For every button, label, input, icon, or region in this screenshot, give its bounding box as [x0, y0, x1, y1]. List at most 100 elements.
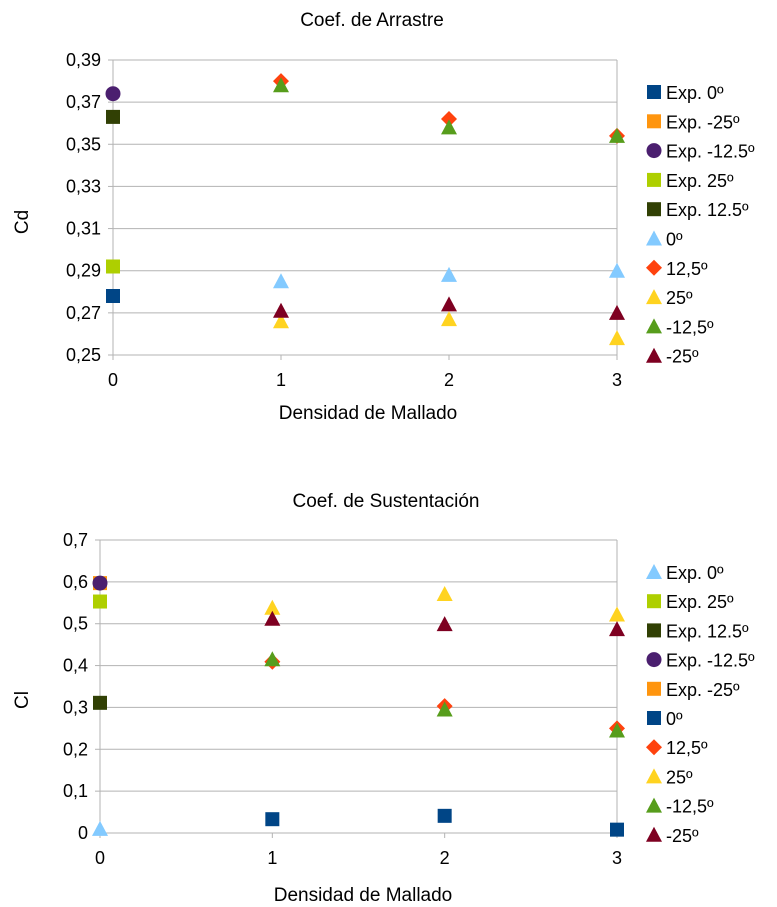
- legend-label: -25º: [666, 826, 699, 846]
- x-tick-label: 2: [440, 848, 450, 868]
- legend-label: Exp. 0º: [666, 563, 724, 583]
- data-point: [610, 822, 624, 837]
- legend-marker: [646, 289, 662, 305]
- legend-label: Exp. -25º: [666, 680, 740, 700]
- data-point: [609, 330, 625, 346]
- y-tick-label: 0,31: [66, 219, 101, 239]
- legend-marker: [647, 681, 661, 696]
- legend: Exp. 0º Exp. 25º Exp. 12.5º Exp. -12.5º Exp.…: [646, 563, 755, 846]
- y-tick-label: 0,1: [63, 781, 88, 801]
- legend-label: -25º: [666, 347, 699, 367]
- x-axis-label: Densidad de Mallado: [279, 403, 458, 424]
- legend-label: -12,5º: [666, 317, 714, 337]
- data-point: [273, 302, 289, 318]
- data-point: [93, 594, 107, 609]
- y-axis-label: Cl: [12, 691, 33, 709]
- x-tick-label: 1: [276, 370, 286, 390]
- data-point: [609, 606, 625, 622]
- y-tick-label: 0,29: [66, 261, 101, 281]
- y-tick-label: 0,37: [66, 92, 101, 112]
- data-point: [441, 296, 457, 312]
- y-tick-label: 0,33: [66, 176, 101, 196]
- legend-label: -12,5º: [666, 797, 714, 817]
- plot-area: 0,25 0,27 0,29 0,31 0,33 0,35 0,37 0,39 0 1 2 3: [66, 50, 625, 390]
- data-point: [436, 585, 453, 601]
- data-point: [273, 77, 289, 93]
- legend-label: Exp. -25º: [666, 112, 740, 132]
- chart-title: Coef. de Sustentación: [293, 491, 480, 512]
- data-point: [97, 580, 103, 587]
- x-tick-label: 0: [108, 370, 118, 390]
- data-point: [92, 820, 108, 836]
- legend-marker: [647, 623, 661, 638]
- legend-marker: [647, 85, 661, 99]
- data-point: [273, 313, 289, 329]
- plot-area: 0 0,1 0,2 0,3 0,4 0,5 0,6 0,7 0 1 2 3: [63, 530, 625, 868]
- y-tick-label: 0,27: [66, 303, 101, 323]
- y-tick-label: 0,3: [63, 697, 88, 717]
- data-point: [441, 119, 457, 135]
- data-point: [264, 599, 281, 615]
- data-point: [264, 651, 281, 667]
- y-tick-label: 0,4: [63, 656, 88, 676]
- data-point: [436, 616, 453, 632]
- data-point: [609, 722, 625, 738]
- y-tick-label: 0: [78, 823, 88, 843]
- data-point: [609, 304, 625, 320]
- data-point: [273, 273, 289, 289]
- legend-marker: [647, 594, 661, 609]
- legend-marker: [646, 768, 662, 784]
- legend-label: 25º: [666, 288, 693, 308]
- x-tick-label: 0: [95, 848, 105, 868]
- legend-label: Exp. 0º: [666, 83, 724, 103]
- data-point: [264, 610, 281, 626]
- legend-marker: [646, 826, 662, 842]
- data-point: [441, 111, 457, 127]
- data-point: [106, 259, 120, 274]
- y-tick-label: 0,35: [66, 134, 101, 154]
- legend-marker: [646, 230, 662, 246]
- x-tick-label: 3: [612, 848, 622, 868]
- y-tick-label: 0,5: [63, 614, 88, 634]
- legend-label: 0º: [666, 230, 683, 250]
- data-point: [609, 621, 625, 637]
- legend-marker: [646, 259, 662, 276]
- chart-title: Coef. de Arrastre: [300, 10, 444, 31]
- data-point: [441, 311, 457, 327]
- legend-label: 0º: [666, 709, 683, 729]
- legend-label: Exp. -12.5º: [666, 142, 755, 162]
- y-tick-label: 0,25: [66, 345, 101, 365]
- y-tick-label: 0,2: [63, 739, 88, 759]
- x-tick-label: 3: [612, 370, 622, 390]
- legend-marker: [647, 202, 661, 217]
- x-tick-label: 2: [444, 370, 454, 390]
- legend-marker: [646, 652, 662, 668]
- y-tick-label: 0,6: [63, 572, 88, 592]
- data-point: [609, 262, 625, 278]
- legend-marker: [647, 172, 661, 187]
- data-point: [93, 695, 107, 710]
- data-point: [106, 109, 120, 124]
- data-point: [436, 701, 453, 717]
- legend-label: Exp. 12.5º: [666, 621, 749, 641]
- legend-marker: [646, 143, 662, 159]
- legend-label: Exp. 25º: [666, 171, 734, 191]
- data-point: [105, 86, 121, 102]
- data-point: [265, 812, 280, 827]
- legend-marker: [646, 564, 662, 579]
- y-axis-label: Cd: [12, 210, 33, 234]
- y-tick-label: 0,7: [63, 530, 88, 550]
- legend-label: 25º: [666, 767, 693, 787]
- data-point: [437, 808, 452, 823]
- data-point: [609, 127, 625, 143]
- legend-marker: [647, 711, 661, 725]
- data-point: [441, 266, 457, 282]
- legend-label: 12,5º: [666, 259, 708, 279]
- legend-marker: [646, 739, 662, 756]
- data-point: [106, 289, 120, 303]
- legend-marker: [646, 347, 662, 363]
- legend-marker: [647, 114, 661, 129]
- legend-marker: [646, 318, 662, 334]
- x-axis-label: Densidad de Mallado: [274, 885, 453, 906]
